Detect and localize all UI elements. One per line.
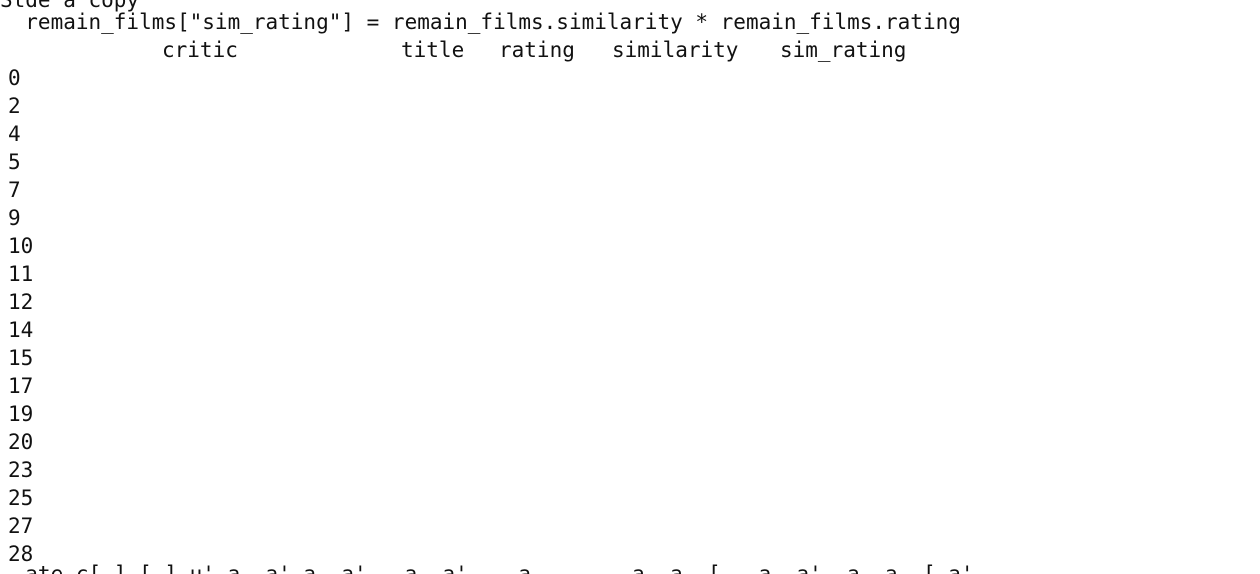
row-index: 11 xyxy=(8,262,34,286)
row-index: 19 xyxy=(8,402,34,426)
row-index: 4 xyxy=(8,122,21,146)
column-header-critic: critic xyxy=(162,38,238,62)
row-index: 27 xyxy=(8,514,34,538)
row-index: 10 xyxy=(8,234,34,258)
column-header-title: title xyxy=(401,38,465,62)
row-index: 17 xyxy=(8,374,34,398)
row-index: 12 xyxy=(8,290,34,314)
command-line: remain_films["sim_rating"] = remain_film… xyxy=(0,10,961,34)
row-index: 2 xyxy=(8,94,21,118)
row-index: 23 xyxy=(8,458,34,482)
partial-bottom-line: ate c[ ] [ ] u' a a' a a' a a' a a a [ a… xyxy=(0,562,974,574)
column-header-rating: rating xyxy=(499,38,575,62)
row-index: 28 xyxy=(8,542,34,566)
row-index: 7 xyxy=(8,178,21,202)
partial-top-line: Stde a copy xyxy=(0,0,140,12)
column-header-sim-rating: sim_rating xyxy=(780,38,907,62)
row-index: 20 xyxy=(8,430,34,454)
row-index: 5 xyxy=(8,150,21,174)
row-index: 15 xyxy=(8,346,34,370)
table-header: critic title rating similarity sim_ratin… xyxy=(0,36,906,64)
row-index: 25 xyxy=(8,486,34,510)
row-index: 9 xyxy=(8,206,21,230)
row-index: 14 xyxy=(8,318,34,342)
column-header-similarity: similarity xyxy=(612,38,739,62)
row-index: 0 xyxy=(8,66,21,90)
